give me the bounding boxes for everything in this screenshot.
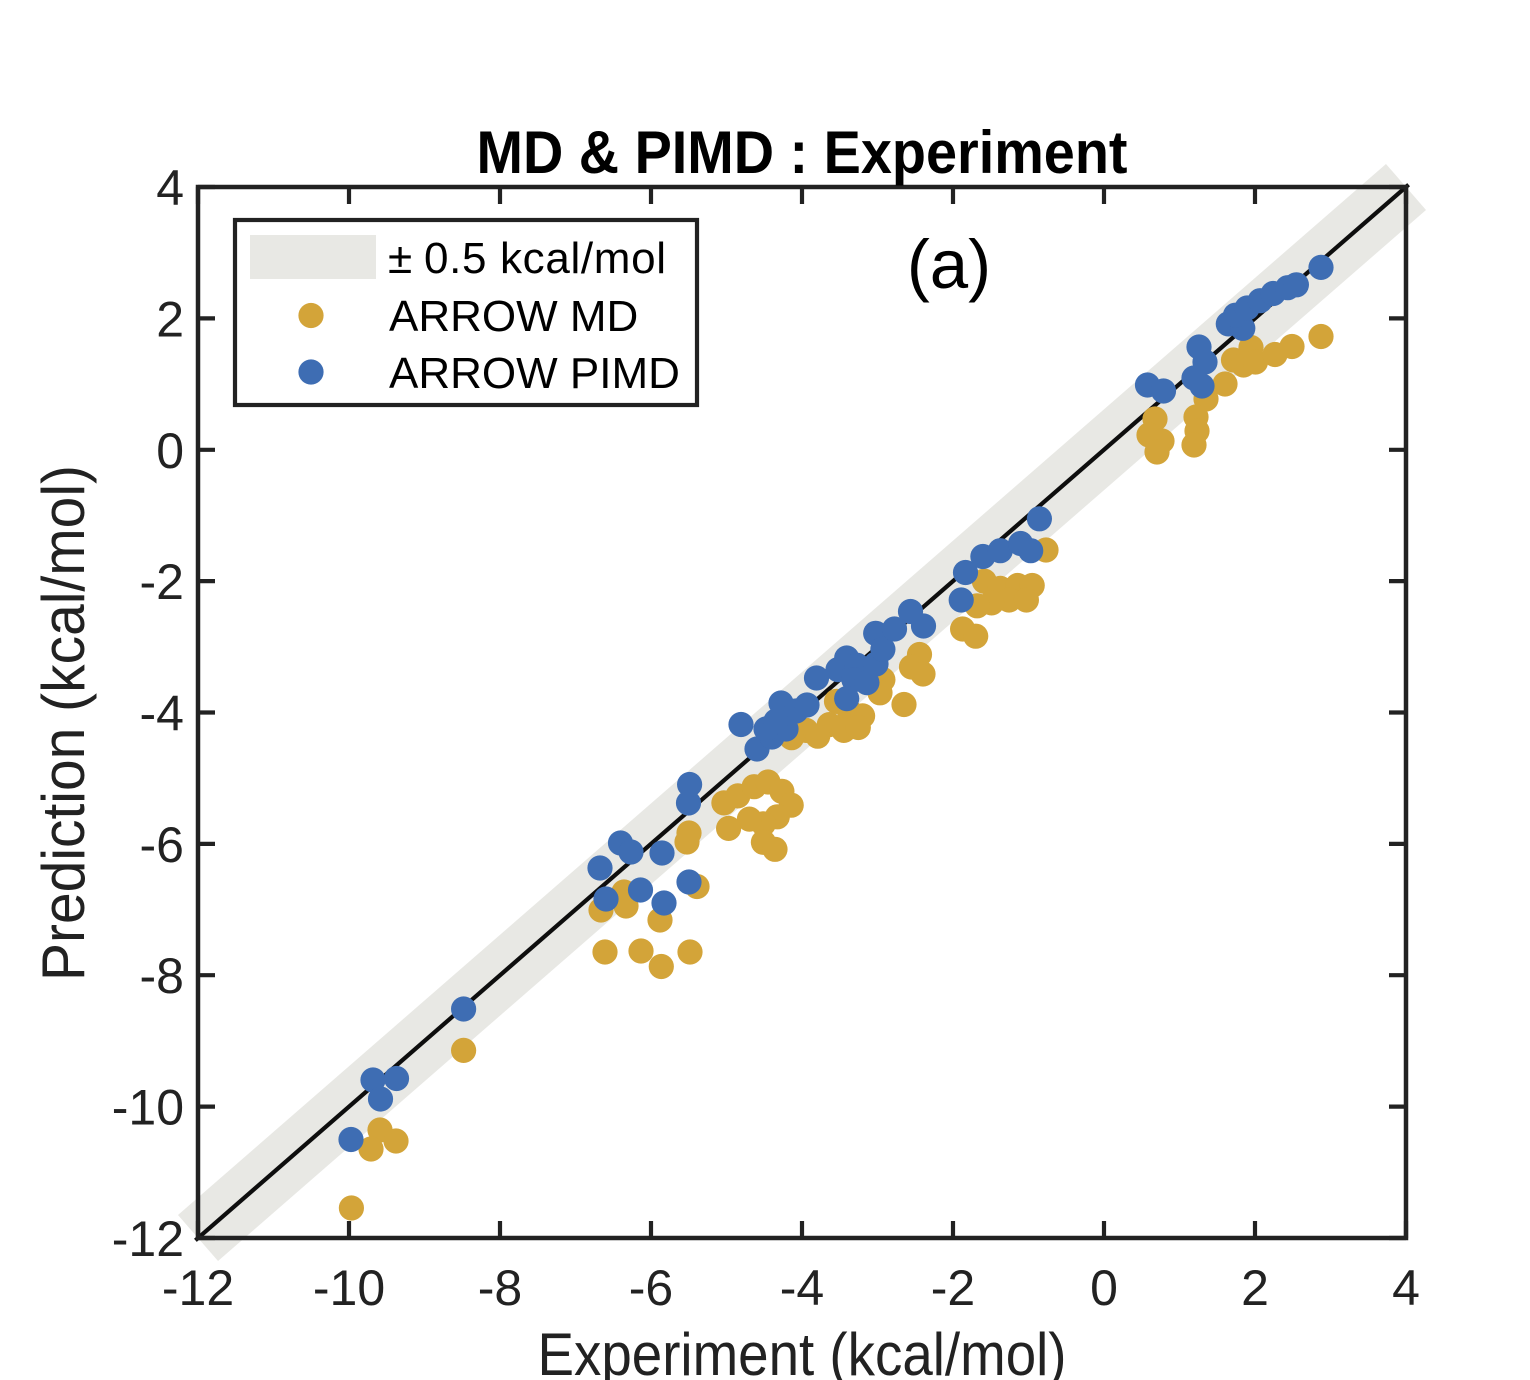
svg-text:ARROW PIMD: ARROW PIMD: [389, 349, 680, 398]
svg-text:-10: -10: [313, 1260, 385, 1316]
svg-text:Experiment (kcal/mol): Experiment (kcal/mol): [538, 1321, 1067, 1380]
svg-text:-8: -8: [478, 1260, 522, 1316]
svg-text:-4: -4: [780, 1260, 824, 1316]
svg-text:-8: -8: [140, 948, 184, 1004]
svg-text:±: ±: [388, 234, 412, 283]
svg-text:2: 2: [1241, 1260, 1269, 1316]
svg-text:0: 0: [156, 423, 184, 479]
svg-text:-10: -10: [112, 1080, 184, 1136]
svg-text:4: 4: [1392, 1260, 1420, 1316]
svg-text:-2: -2: [931, 1260, 975, 1316]
svg-text:0.5 kcal/mol: 0.5 kcal/mol: [424, 234, 666, 283]
svg-text:-12: -12: [112, 1211, 184, 1267]
svg-text:-6: -6: [140, 817, 184, 873]
svg-text:-4: -4: [140, 686, 184, 742]
svg-text:(a): (a): [907, 226, 991, 303]
svg-text:2: 2: [156, 291, 184, 347]
svg-text:-6: -6: [629, 1260, 673, 1316]
svg-text:Prediction (kcal/mol): Prediction (kcal/mol): [30, 465, 97, 981]
svg-text:MD & PIMD : Experiment: MD & PIMD : Experiment: [477, 119, 1128, 186]
svg-text:0: 0: [1090, 1260, 1118, 1316]
svg-text:-2: -2: [140, 554, 184, 610]
svg-text:-12: -12: [162, 1260, 234, 1316]
svg-text:4: 4: [156, 160, 184, 216]
svg-text:ARROW MD: ARROW MD: [389, 292, 638, 341]
